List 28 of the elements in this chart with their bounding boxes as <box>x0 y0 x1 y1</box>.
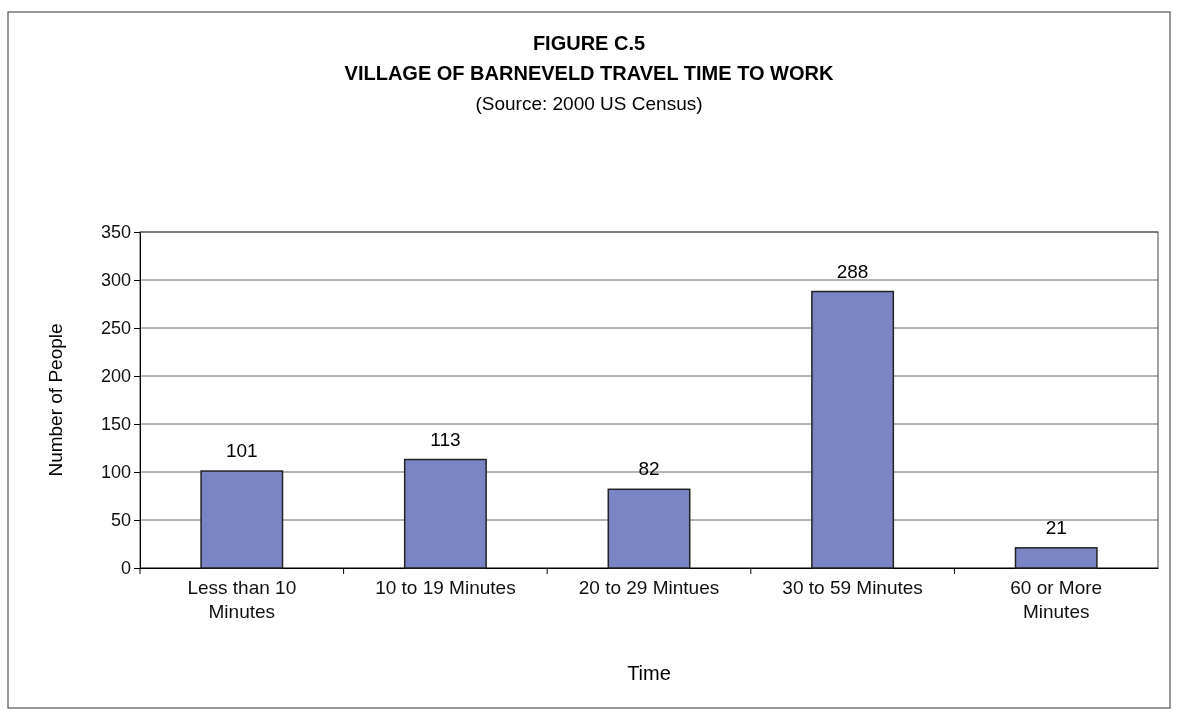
bar <box>200 470 284 569</box>
chart-title: FIGURE C.5 <box>532 32 646 54</box>
x-tick-label: Less than 10 Minutes <box>187 577 297 622</box>
bar <box>811 290 895 569</box>
chart-subtitle: VILLAGE OF BARNEVELD TRAVEL TIME TO WORK <box>344 62 834 84</box>
y-tick-label: 250 <box>100 318 131 339</box>
y-tick-label: 100 <box>100 462 131 483</box>
text: (Source: 2000 US Census) <box>475 93 703 114</box>
y-axis-title: Number of People <box>45 323 66 477</box>
y-tick-label: 350 <box>100 222 131 243</box>
x-tick-label: 20 to 29 Mintues <box>578 577 720 599</box>
y-tick-label: 50 <box>110 510 131 531</box>
x-tick-label: 10 to 19 Minutes <box>375 577 516 599</box>
data-label: 82 <box>638 458 660 480</box>
data-label: 288 <box>836 260 869 282</box>
y-tick-label: 300 <box>100 270 131 291</box>
y-tick-label: 150 <box>100 414 131 435</box>
bar <box>403 458 487 569</box>
y-tick-label: 200 <box>100 366 131 387</box>
bar <box>607 488 691 569</box>
data-label: 21 <box>1045 516 1067 538</box>
x-tick-label: 30 to 59 Minutes <box>782 577 923 599</box>
y-tick-label: 0 <box>120 558 131 579</box>
x-tick-label: 60 or More Minutes <box>1010 577 1103 622</box>
x-axis-title: Time <box>627 662 671 684</box>
data-label: 101 <box>225 440 258 462</box>
bar <box>1014 547 1098 569</box>
data-label: 113 <box>430 428 461 450</box>
